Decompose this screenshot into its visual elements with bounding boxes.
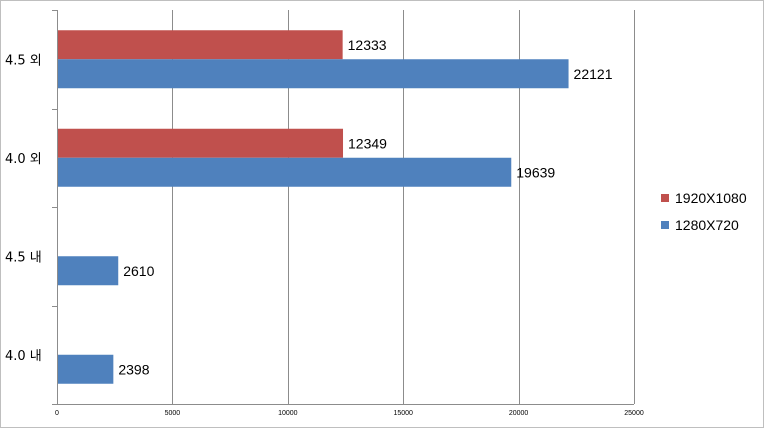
category-label: 4.0 외	[5, 152, 42, 167]
data-label: 12333	[348, 37, 387, 53]
bar	[58, 128, 344, 158]
legend-entry: 1920X1080	[675, 190, 747, 206]
legend: 1920X1080 1280X720	[661, 190, 747, 233]
data-label: 19639	[516, 164, 555, 180]
data-labels: 12333 22121 12349 19639 2610 2398	[118, 37, 612, 378]
x-tick-label: 0	[55, 410, 59, 417]
bar	[58, 59, 569, 89]
data-label: 12349	[348, 135, 387, 151]
bar	[58, 157, 512, 187]
category-labels: 4.5 외 4.0 외 4.5 내 4.0 내	[5, 53, 42, 364]
x-tick-label: 15000	[393, 410, 413, 417]
bars	[58, 30, 569, 384]
bar	[58, 354, 114, 384]
bar	[58, 30, 343, 60]
data-label: 2610	[123, 263, 154, 279]
data-label: 2398	[118, 361, 149, 377]
legend-swatch	[661, 194, 669, 202]
bar	[58, 256, 119, 286]
legend-entry: 1280X720	[675, 217, 739, 233]
legend-swatch	[661, 221, 669, 229]
x-tick-label: 10000	[278, 410, 298, 417]
category-label: 4.5 내	[5, 250, 42, 265]
category-label: 4.0 내	[5, 349, 42, 364]
x-tick-label: 20000	[509, 410, 529, 417]
data-label: 22121	[574, 66, 613, 82]
x-tick-label: 25000	[624, 410, 644, 417]
x-tick-labels: 0 5000 10000 15000 20000 25000	[55, 410, 644, 417]
x-tick-label: 5000	[165, 410, 181, 417]
category-label: 4.5 외	[5, 53, 42, 68]
